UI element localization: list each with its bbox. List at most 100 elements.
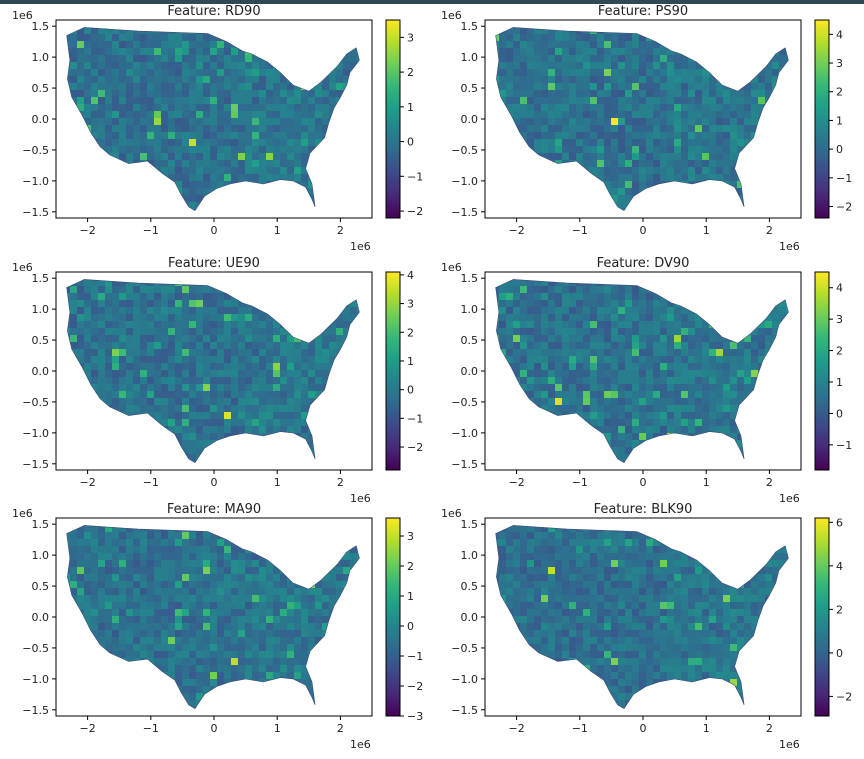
y-tick-label: 1.0 bbox=[461, 549, 479, 562]
colorbar bbox=[386, 272, 400, 470]
subplot-title: Feature: MA90 bbox=[167, 502, 261, 517]
colorbar-tick-label: −2 bbox=[407, 205, 423, 218]
x-offset-label: 1e6 bbox=[779, 240, 800, 253]
y-tick-label: 0.5 bbox=[32, 334, 50, 347]
x-tick-label: 0 bbox=[640, 722, 647, 735]
colorbar-tick-label: 4 bbox=[836, 28, 843, 41]
y-tick-label: −0.5 bbox=[22, 642, 49, 655]
subplot-title: Feature: RD90 bbox=[167, 4, 260, 19]
colorbar-tick-label: 2 bbox=[407, 560, 414, 573]
y-offset-label: 1e6 bbox=[12, 9, 33, 22]
colorbar-tick-label: −1 bbox=[407, 170, 423, 183]
colorbar-tick-label: 4 bbox=[836, 282, 843, 295]
colorbar-tick-label: −1 bbox=[836, 172, 852, 185]
y-offset-label: 1e6 bbox=[441, 507, 462, 520]
y-tick-label: −1.0 bbox=[22, 427, 49, 440]
colorbar-tick-label: 0 bbox=[836, 407, 843, 420]
x-tick-label: −2 bbox=[508, 722, 524, 735]
x-tick-label: 0 bbox=[640, 476, 647, 489]
y-tick-label: −1.0 bbox=[451, 175, 478, 188]
colorbar-tick-label: 2 bbox=[836, 86, 843, 99]
colorbar-tick-label: 2 bbox=[836, 345, 843, 358]
subplot-title: Feature: PS90 bbox=[598, 4, 688, 19]
colorbar-tick-label: 1 bbox=[407, 101, 414, 114]
colorbar-tick-label: 0 bbox=[836, 143, 843, 156]
x-tick-label: 0 bbox=[211, 476, 218, 489]
x-tick-label: −1 bbox=[572, 722, 588, 735]
colorbar bbox=[815, 20, 829, 218]
y-tick-label: 0.0 bbox=[461, 611, 479, 624]
y-tick-label: 0.5 bbox=[32, 580, 50, 593]
colorbar-tick-label: 1 bbox=[836, 376, 843, 389]
colorbar bbox=[386, 518, 400, 716]
y-tick-label: 0.5 bbox=[461, 580, 479, 593]
y-tick-label: −1.0 bbox=[22, 175, 49, 188]
x-tick-label: 0 bbox=[211, 224, 218, 237]
x-tick-label: 1 bbox=[703, 224, 710, 237]
x-tick-label: 1 bbox=[274, 722, 281, 735]
y-tick-label: 1.5 bbox=[32, 20, 50, 33]
y-tick-label: 0.5 bbox=[461, 334, 479, 347]
colorbar-tick-label: 1 bbox=[407, 590, 414, 603]
colorbar-tick-label: −3 bbox=[407, 710, 423, 723]
x-tick-label: −1 bbox=[572, 476, 588, 489]
y-tick-label: −1.5 bbox=[22, 704, 49, 717]
y-offset-label: 1e6 bbox=[441, 261, 462, 274]
y-tick-label: 0.0 bbox=[461, 113, 479, 126]
colorbar-tick-label: 3 bbox=[407, 530, 414, 543]
x-tick-label: 2 bbox=[766, 476, 773, 489]
colorbar-tick-label: −2 bbox=[836, 690, 852, 703]
x-tick-label: 1 bbox=[703, 722, 710, 735]
colorbar-tick-label: 2 bbox=[836, 603, 843, 616]
y-tick-label: −1.0 bbox=[451, 673, 478, 686]
colorbar bbox=[815, 518, 829, 716]
y-tick-label: −1.0 bbox=[451, 427, 478, 440]
colorbar-tick-label: 4 bbox=[836, 560, 843, 573]
colorbar-tick-label: 0 bbox=[407, 384, 414, 397]
colorbar-tick-label: −2 bbox=[407, 441, 423, 454]
subplot-title: Feature: UE90 bbox=[168, 256, 260, 271]
y-tick-label: −0.5 bbox=[22, 144, 49, 157]
x-offset-label: 1e6 bbox=[350, 240, 371, 253]
y-tick-label: −0.5 bbox=[22, 396, 49, 409]
colorbar-tick-label: 4 bbox=[407, 269, 414, 282]
x-tick-label: −2 bbox=[79, 476, 95, 489]
y-offset-label: 1e6 bbox=[441, 9, 462, 22]
x-offset-label: 1e6 bbox=[350, 738, 371, 751]
x-tick-label: 2 bbox=[337, 224, 344, 237]
x-tick-label: −2 bbox=[79, 224, 95, 237]
x-tick-label: −1 bbox=[143, 224, 159, 237]
y-tick-label: 0.0 bbox=[32, 113, 50, 126]
y-tick-label: −1.5 bbox=[451, 704, 478, 717]
y-tick-label: −1.5 bbox=[451, 458, 478, 471]
y-tick-label: −0.5 bbox=[451, 144, 478, 157]
colorbar-tick-label: 0 bbox=[836, 647, 843, 660]
colorbar-tick-label: 0 bbox=[407, 620, 414, 633]
x-offset-label: 1e6 bbox=[779, 738, 800, 751]
x-tick-label: 1 bbox=[274, 224, 281, 237]
y-tick-label: 1.0 bbox=[32, 303, 50, 316]
y-tick-label: 1.5 bbox=[461, 20, 479, 33]
colorbar-tick-label: −2 bbox=[836, 201, 852, 214]
y-tick-label: 1.5 bbox=[32, 518, 50, 531]
x-tick-label: −1 bbox=[143, 476, 159, 489]
colorbar-tick-label: 3 bbox=[836, 313, 843, 326]
y-tick-label: −1.5 bbox=[22, 206, 49, 219]
colorbar-tick-label: 1 bbox=[836, 114, 843, 127]
y-offset-label: 1e6 bbox=[12, 507, 33, 520]
colorbar-tick-label: 3 bbox=[407, 298, 414, 311]
y-tick-label: −0.5 bbox=[451, 396, 478, 409]
colorbar-tick-label: 3 bbox=[407, 31, 414, 44]
colorbar-tick-label: 1 bbox=[407, 355, 414, 368]
y-tick-label: 1.5 bbox=[32, 272, 50, 285]
colorbar-tick-label: 2 bbox=[407, 66, 414, 79]
x-tick-label: −1 bbox=[143, 722, 159, 735]
x-tick-label: −1 bbox=[572, 224, 588, 237]
x-offset-label: 1e6 bbox=[779, 492, 800, 505]
x-tick-label: 2 bbox=[337, 476, 344, 489]
